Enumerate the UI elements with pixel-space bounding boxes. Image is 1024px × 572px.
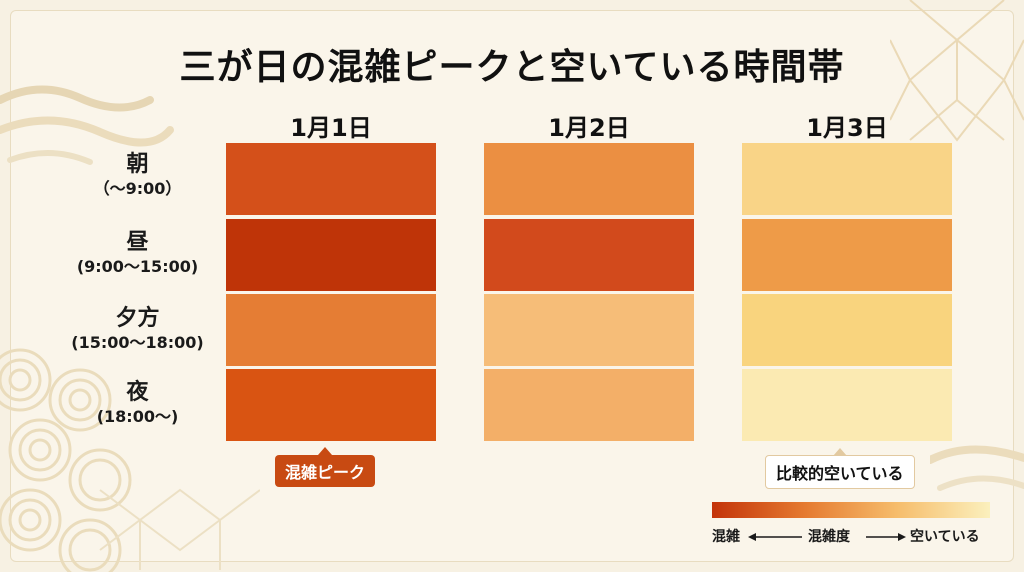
heatmap-cell-r0-c0: [226, 143, 436, 215]
legend-gradient-bar: [712, 502, 990, 518]
heatmap-cell-r2-c0: [226, 294, 436, 366]
row-label-main: 昼: [126, 230, 149, 255]
heatmap-cell-r1-c0: [226, 219, 436, 291]
chart-title: 三が日の混雑ピークと空いている時間帯: [179, 47, 845, 88]
column-header-jan2: 1月2日: [548, 114, 630, 142]
legend-arrow-left-icon: [748, 533, 802, 541]
row-label-noon: 昼 (9:00〜15:00): [50, 230, 225, 278]
heatmap-cell-r1-c1: [484, 219, 694, 291]
row-label-main: 夜: [126, 380, 149, 405]
heatmap-cell-r0-c2: [742, 143, 952, 215]
legend-label-empty: 空いている: [910, 529, 980, 545]
row-label-main: 朝: [126, 152, 149, 177]
heatmap-cell-r2-c1: [484, 294, 694, 366]
legend-arrow-right-icon: [866, 533, 906, 541]
row-label-evening: 夕方 (15:00〜18:00): [50, 306, 225, 354]
row-label-time: (15:00〜18:00): [71, 333, 204, 352]
row-label-night: 夜 (18:00〜): [50, 380, 225, 428]
cloud-wave-decoration-right: [930, 445, 1024, 491]
heatmap-cell-r2-c2: [742, 294, 952, 366]
column-header-jan1: 1月1日: [290, 114, 372, 142]
column-header-jan3: 1月3日: [806, 114, 888, 142]
row-label-morning: 朝 （〜9:00）: [50, 152, 225, 200]
heatmap-cell-r1-c2: [742, 219, 952, 291]
asanoha-pattern-bottom: [99, 488, 260, 570]
row-label-main: 夕方: [115, 306, 160, 331]
peak-congestion-badge: 混雑ピーク: [275, 447, 376, 487]
heatmap-cell-r3-c0: [226, 369, 436, 441]
relatively-empty-badge: 比較的空いている: [765, 448, 915, 489]
seigaiha-pattern-left: [0, 348, 132, 572]
heatmap-cell-r3-c2: [742, 369, 952, 441]
heatmap-cell-r3-c1: [484, 369, 694, 441]
asanoha-pattern-right: [890, 0, 1024, 142]
legend-label-congestion-level: 混雑度: [808, 529, 850, 545]
row-label-time: (18:00〜): [96, 407, 179, 426]
row-label-time: （〜9:00）: [93, 179, 182, 198]
row-label-time: (9:00〜15:00): [76, 257, 199, 276]
legend-label-crowded: 混雑: [712, 529, 740, 545]
heatmap-cell-r0-c1: [484, 143, 694, 215]
cloud-wave-decoration-left: [0, 85, 174, 165]
